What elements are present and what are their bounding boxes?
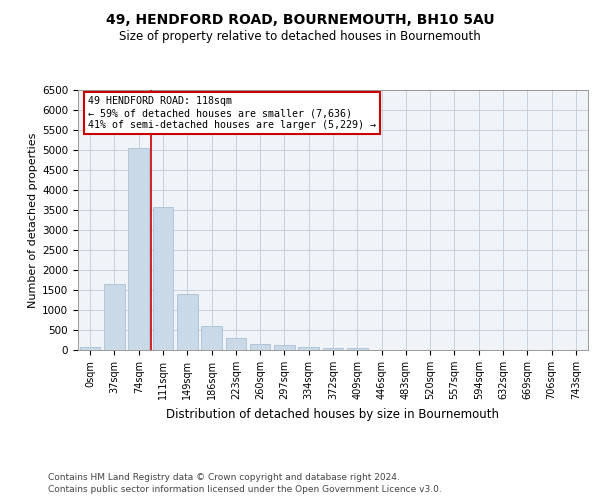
Bar xyxy=(201,326,222,350)
Bar xyxy=(298,347,319,350)
Bar xyxy=(323,348,343,350)
Bar xyxy=(347,348,368,350)
Text: Contains public sector information licensed under the Open Government Licence v3: Contains public sector information licen… xyxy=(48,485,442,494)
Bar xyxy=(80,347,100,350)
Bar xyxy=(274,345,295,350)
Text: 49 HENDFORD ROAD: 118sqm
← 59% of detached houses are smaller (7,636)
41% of sem: 49 HENDFORD ROAD: 118sqm ← 59% of detach… xyxy=(88,96,376,130)
X-axis label: Distribution of detached houses by size in Bournemouth: Distribution of detached houses by size … xyxy=(167,408,499,420)
Text: Contains HM Land Registry data © Crown copyright and database right 2024.: Contains HM Land Registry data © Crown c… xyxy=(48,472,400,482)
Bar xyxy=(226,338,246,350)
Y-axis label: Number of detached properties: Number of detached properties xyxy=(28,132,38,308)
Bar xyxy=(104,284,125,350)
Bar xyxy=(152,207,173,350)
Bar xyxy=(128,148,149,350)
Text: Size of property relative to detached houses in Bournemouth: Size of property relative to detached ho… xyxy=(119,30,481,43)
Bar xyxy=(177,294,197,350)
Text: 49, HENDFORD ROAD, BOURNEMOUTH, BH10 5AU: 49, HENDFORD ROAD, BOURNEMOUTH, BH10 5AU xyxy=(106,12,494,26)
Bar xyxy=(250,344,271,350)
